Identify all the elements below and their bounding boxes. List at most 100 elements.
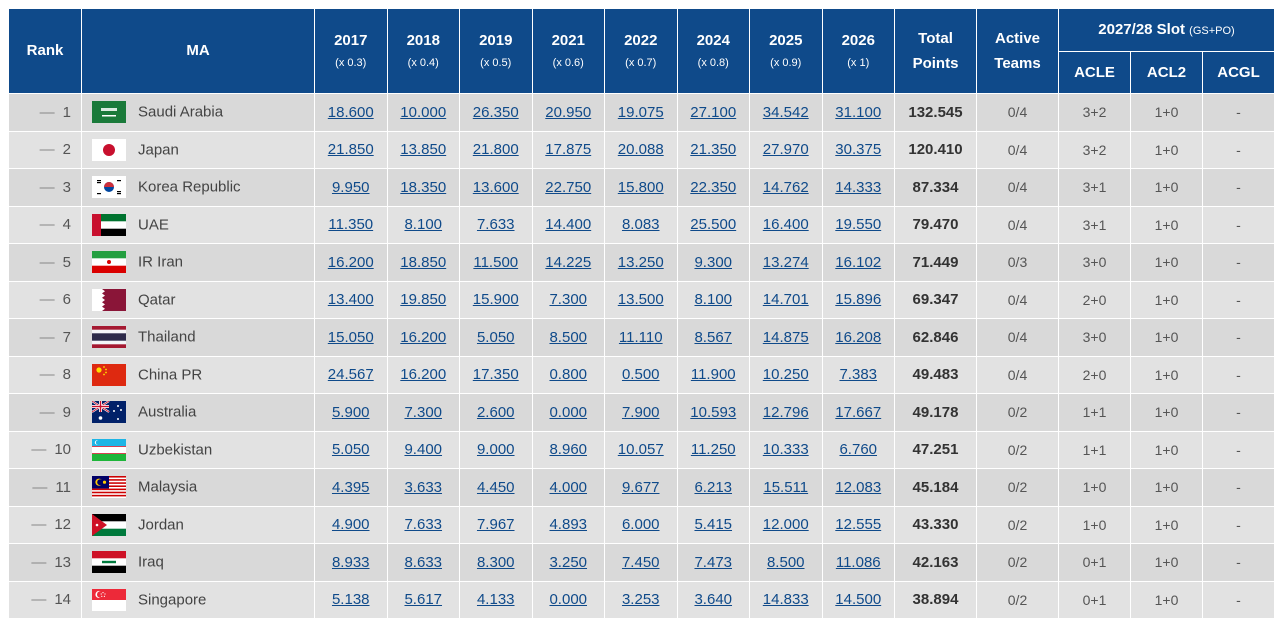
season-points-link[interactable]: 22.750 <box>545 178 592 196</box>
season-points-link[interactable]: 7.900 <box>621 403 660 421</box>
season-points-link[interactable]: 8.500 <box>766 553 805 571</box>
season-points-link[interactable]: 0.000 <box>549 591 588 609</box>
season-points-link[interactable]: 7.300 <box>404 403 443 421</box>
season-points-link[interactable]: 0.500 <box>621 366 660 384</box>
season-points-link[interactable]: 18.350 <box>400 178 447 196</box>
season-points-link[interactable]: 5.617 <box>404 591 443 609</box>
header-year[interactable]: 2024 (x 0.8) <box>676 8 750 94</box>
season-points-link[interactable]: 4.893 <box>549 516 588 534</box>
season-points-link[interactable]: 7.383 <box>839 366 878 384</box>
season-points-link[interactable]: 8.933 <box>331 553 370 571</box>
season-points-link[interactable]: 9.400 <box>404 441 443 459</box>
season-points-link[interactable]: 26.350 <box>472 103 519 121</box>
header-year[interactable]: 2019 (x 0.5) <box>459 8 533 94</box>
season-points-link[interactable]: 15.050 <box>327 328 374 346</box>
season-points-link[interactable]: 17.875 <box>545 141 592 159</box>
season-points-link[interactable]: 10.333 <box>762 441 809 459</box>
season-points-link[interactable]: 11.250 <box>690 441 736 459</box>
header-year[interactable]: 2026 (x 1) <box>821 8 895 94</box>
season-points-link[interactable]: 18.850 <box>400 253 447 271</box>
season-points-link[interactable]: 9.000 <box>476 441 515 459</box>
season-points-link[interactable]: 11.500 <box>473 253 519 271</box>
season-points-link[interactable]: 34.542 <box>762 103 809 121</box>
season-points-link[interactable]: 19.075 <box>617 103 664 121</box>
header-year[interactable]: 2018 (x 0.4) <box>386 8 460 94</box>
header-year[interactable]: 2021 (x 0.6) <box>531 8 605 94</box>
season-points-link[interactable]: 7.300 <box>549 291 588 309</box>
season-points-link[interactable]: 8.500 <box>549 328 588 346</box>
season-points-link[interactable]: 6.000 <box>621 516 660 534</box>
season-points-link[interactable]: 7.450 <box>621 553 660 571</box>
season-points-link[interactable]: 12.000 <box>762 516 809 534</box>
season-points-link[interactable]: 16.200 <box>400 366 447 384</box>
season-points-link[interactable]: 4.900 <box>331 516 370 534</box>
season-points-link[interactable]: 31.100 <box>835 103 882 121</box>
season-points-link[interactable]: 0.000 <box>549 403 588 421</box>
season-points-link[interactable]: 16.400 <box>762 216 809 234</box>
season-points-link[interactable]: 25.500 <box>690 216 737 234</box>
season-points-link[interactable]: 16.200 <box>327 253 374 271</box>
season-points-link[interactable]: 8.960 <box>549 441 588 459</box>
season-points-link[interactable]: 5.050 <box>476 328 515 346</box>
header-acl2[interactable]: ACL2 <box>1130 51 1203 94</box>
season-points-link[interactable]: 13.274 <box>762 253 809 271</box>
season-points-link[interactable]: 8.633 <box>404 553 443 571</box>
season-points-link[interactable]: 17.667 <box>835 403 882 421</box>
season-points-link[interactable]: 11.086 <box>835 553 881 571</box>
season-points-link[interactable]: 7.967 <box>476 516 515 534</box>
season-points-link[interactable]: 3.250 <box>549 553 588 571</box>
season-points-link[interactable]: 24.567 <box>327 366 374 384</box>
season-points-link[interactable]: 20.088 <box>617 141 664 159</box>
season-points-link[interactable]: 15.800 <box>617 178 664 196</box>
season-points-link[interactable]: 21.800 <box>472 141 519 159</box>
season-points-link[interactable]: 4.395 <box>331 478 370 496</box>
season-points-link[interactable]: 14.333 <box>835 178 882 196</box>
season-points-link[interactable]: 15.900 <box>472 291 519 309</box>
season-points-link[interactable]: 14.225 <box>545 253 592 271</box>
season-points-link[interactable]: 10.000 <box>400 103 447 121</box>
season-points-link[interactable]: 13.250 <box>617 253 664 271</box>
season-points-link[interactable]: 11.110 <box>618 328 663 346</box>
season-points-link[interactable]: 7.473 <box>694 553 733 571</box>
season-points-link[interactable]: 27.100 <box>690 103 737 121</box>
season-points-link[interactable]: 18.600 <box>327 103 374 121</box>
season-points-link[interactable]: 14.701 <box>762 291 809 309</box>
season-points-link[interactable]: 11.900 <box>690 366 736 384</box>
season-points-link[interactable]: 14.762 <box>762 178 809 196</box>
header-acle[interactable]: ACLE <box>1058 51 1131 94</box>
season-points-link[interactable]: 10.593 <box>690 403 737 421</box>
season-points-link[interactable]: 13.400 <box>327 291 374 309</box>
season-points-link[interactable]: 5.900 <box>331 403 370 421</box>
season-points-link[interactable]: 14.875 <box>762 328 809 346</box>
season-points-link[interactable]: 12.555 <box>835 516 882 534</box>
season-points-link[interactable]: 22.350 <box>690 178 737 196</box>
season-points-link[interactable]: 3.640 <box>694 591 733 609</box>
season-points-link[interactable]: 7.633 <box>404 516 443 534</box>
season-points-link[interactable]: 8.100 <box>404 216 443 234</box>
season-points-link[interactable]: 6.213 <box>694 478 733 496</box>
season-points-link[interactable]: 11.350 <box>328 216 374 234</box>
season-points-link[interactable]: 12.796 <box>762 403 809 421</box>
season-points-link[interactable]: 4.133 <box>476 591 515 609</box>
header-year[interactable]: 2017 (x 0.3) <box>314 8 388 94</box>
season-points-link[interactable]: 9.950 <box>331 178 370 196</box>
header-year[interactable]: 2022 (x 0.7) <box>604 8 678 94</box>
season-points-link[interactable]: 16.200 <box>400 328 447 346</box>
header-rank[interactable]: Rank <box>8 8 82 94</box>
season-points-link[interactable]: 14.500 <box>835 591 882 609</box>
season-points-link[interactable]: 13.500 <box>617 291 664 309</box>
season-points-link[interactable]: 6.760 <box>839 441 878 459</box>
season-points-link[interactable]: 13.600 <box>472 178 519 196</box>
season-points-link[interactable]: 16.102 <box>835 253 882 271</box>
header-ma[interactable]: MA <box>81 8 315 94</box>
season-points-link[interactable]: 14.833 <box>762 591 809 609</box>
season-points-link[interactable]: 27.970 <box>762 141 809 159</box>
header-active-teams[interactable]: Active Teams <box>976 8 1059 94</box>
season-points-link[interactable]: 30.375 <box>835 141 882 159</box>
season-points-link[interactable]: 8.567 <box>694 328 733 346</box>
season-points-link[interactable]: 8.300 <box>476 553 515 571</box>
season-points-link[interactable]: 15.896 <box>835 291 882 309</box>
season-points-link[interactable]: 10.250 <box>762 366 809 384</box>
season-points-link[interactable]: 5.050 <box>331 441 370 459</box>
season-points-link[interactable]: 19.850 <box>400 291 447 309</box>
